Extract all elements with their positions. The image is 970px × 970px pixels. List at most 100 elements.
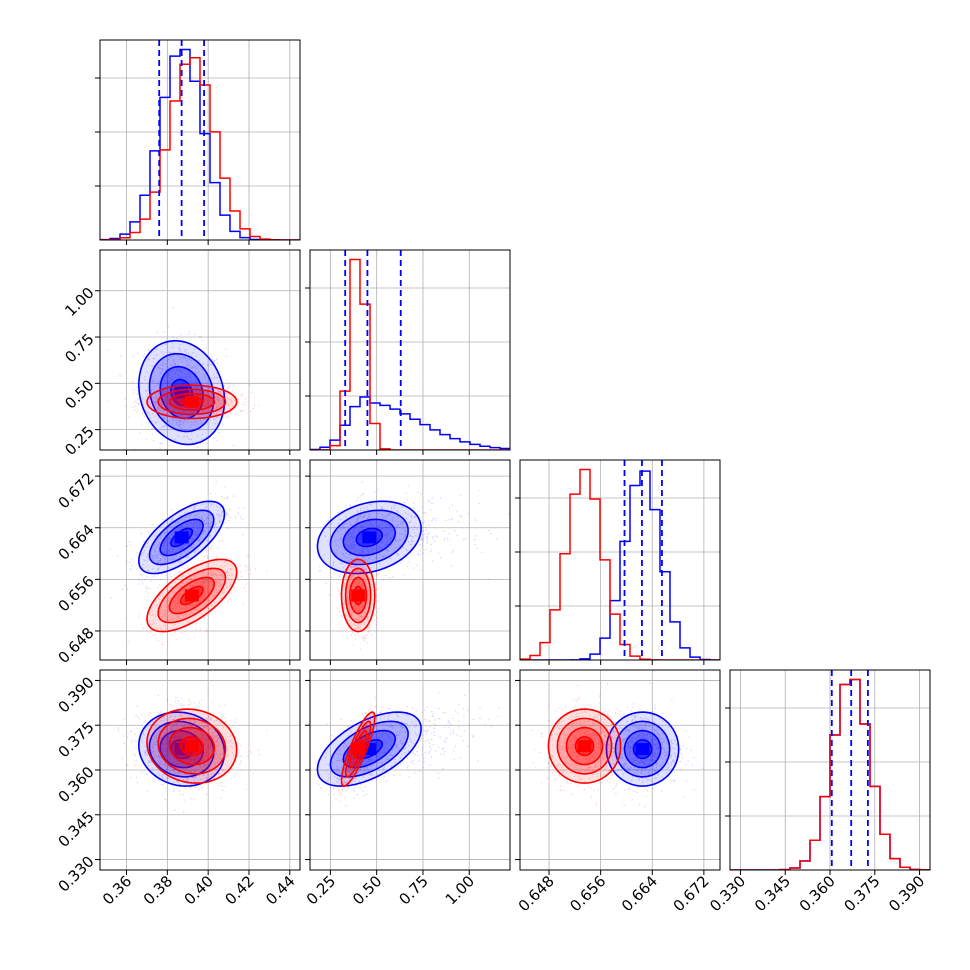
scatter-panel-r2-c1	[99, 249, 301, 451]
contour-red	[179, 736, 204, 757]
y-tick-label: 0.390	[55, 673, 98, 716]
contour-blue	[614, 720, 671, 778]
scatter-points-red	[107, 377, 260, 430]
x-tick-label: 0.330	[706, 872, 749, 915]
x-tick-label: 0.648	[515, 872, 558, 915]
scatter-points-blue	[314, 692, 500, 807]
contour-blue	[342, 518, 397, 557]
contour-blue	[137, 340, 226, 446]
panel-content	[310, 670, 510, 870]
contour-blue	[355, 527, 383, 548]
contour-red	[168, 576, 216, 615]
contour-red	[168, 392, 216, 412]
panel-frame	[309, 459, 511, 661]
y-tick-label: 0.648	[55, 624, 98, 667]
x-tick-label: 0.375	[841, 872, 884, 915]
contour-red	[556, 717, 613, 775]
contour-blue	[605, 711, 680, 787]
panel-content	[100, 670, 300, 870]
y-tick-label: 0.656	[55, 572, 98, 615]
density-peak-red	[184, 395, 199, 408]
scatter-panel-r4-c2	[309, 669, 511, 871]
panel-content	[310, 460, 510, 660]
panel-content	[100, 460, 300, 660]
contour-red	[157, 717, 227, 775]
x-tick-label: 0.44	[262, 872, 298, 908]
contour-blue	[159, 365, 204, 420]
scatter-panel-r4-c3	[519, 669, 721, 871]
contour-blue	[329, 509, 409, 566]
x-axis-labels-1: 0.36 0.38 0.40 0.42 0.44	[99, 870, 299, 908]
contour-blue	[159, 729, 204, 769]
contour-red	[340, 711, 376, 787]
hist-panel-3	[515, 459, 721, 661]
y-tick-label: 0.330	[55, 852, 98, 895]
x-tick-label: 0.50	[349, 872, 385, 908]
contour-red	[157, 567, 227, 624]
hist-panel-1	[95, 39, 301, 241]
x-axis-labels-3: 0.648 0.656 0.664 0.672	[515, 870, 713, 915]
panel-content	[520, 670, 720, 870]
x-axis-labels-2: 0.25 0.50 0.75 1.00	[303, 870, 478, 908]
y-tick-label: 0.75	[61, 330, 97, 366]
y-tick-label: 0.345	[55, 808, 98, 851]
density-peak-red	[184, 589, 199, 602]
x-tick-label: 0.75	[395, 872, 431, 908]
scatter-panel-r3-c1	[99, 459, 301, 661]
contour-red	[146, 384, 238, 420]
y-axis-labels-2: 0.25 0.50 0.75 1.00	[61, 284, 100, 459]
contour-red	[574, 736, 595, 757]
y-tick-label: 1.00	[61, 284, 97, 320]
scatter-points-red	[531, 685, 644, 806]
contour-red	[157, 388, 227, 416]
density-peak-red	[351, 589, 366, 602]
x-tick-label: 0.345	[751, 872, 794, 915]
contour-blue	[316, 500, 422, 575]
panel-frame	[99, 39, 301, 241]
contour-blue	[623, 729, 662, 769]
x-tick-label: 0.390	[885, 872, 928, 915]
x-tick-label: 0.25	[303, 872, 339, 908]
hist-red-p2	[310, 258, 510, 450]
panel-frame	[99, 459, 301, 661]
y-tick-label: 0.375	[55, 718, 98, 761]
scatter-points-red	[125, 542, 268, 645]
x-tick-label: 0.656	[566, 872, 609, 915]
y-axis-labels-3: 0.648 0.656 0.664 0.672	[55, 469, 100, 667]
y-tick-label: 0.360	[55, 763, 98, 806]
contour-blue	[316, 711, 422, 787]
x-tick-label: 0.360	[796, 872, 839, 915]
hist-panel-4	[725, 669, 931, 871]
y-tick-label: 0.50	[61, 376, 97, 412]
x-tick-label: 0.672	[670, 872, 713, 915]
contour-red	[565, 726, 604, 766]
contour-red	[146, 708, 238, 784]
contour-blue	[159, 518, 204, 557]
density-peak-red	[577, 740, 592, 753]
contour-red	[344, 567, 372, 624]
panel-frame	[99, 249, 301, 451]
contour-blue	[342, 729, 397, 769]
x-tick-label: 0.42	[221, 872, 257, 908]
x-tick-label: 0.664	[618, 872, 661, 915]
scatter-panel-r3-c2	[309, 459, 511, 661]
contour-blue	[632, 739, 653, 760]
density-peak-blue	[362, 531, 377, 544]
density-peak-red	[351, 743, 366, 756]
contour-red	[547, 708, 622, 784]
panel-frame	[519, 459, 721, 661]
contour-blue	[148, 509, 215, 566]
hist-panel-2	[305, 249, 511, 451]
y-tick-label: 0.664	[55, 521, 98, 564]
hist-red-p1	[100, 56, 300, 240]
density-peak-red	[184, 740, 199, 753]
contour-red	[146, 558, 238, 633]
contour-blue	[148, 352, 215, 433]
panel-frame	[309, 249, 511, 451]
x-tick-label: 0.36	[99, 872, 135, 908]
contour-red	[340, 558, 376, 633]
y-tick-label: 0.672	[55, 469, 98, 512]
scatter-points-blue	[117, 690, 260, 813]
